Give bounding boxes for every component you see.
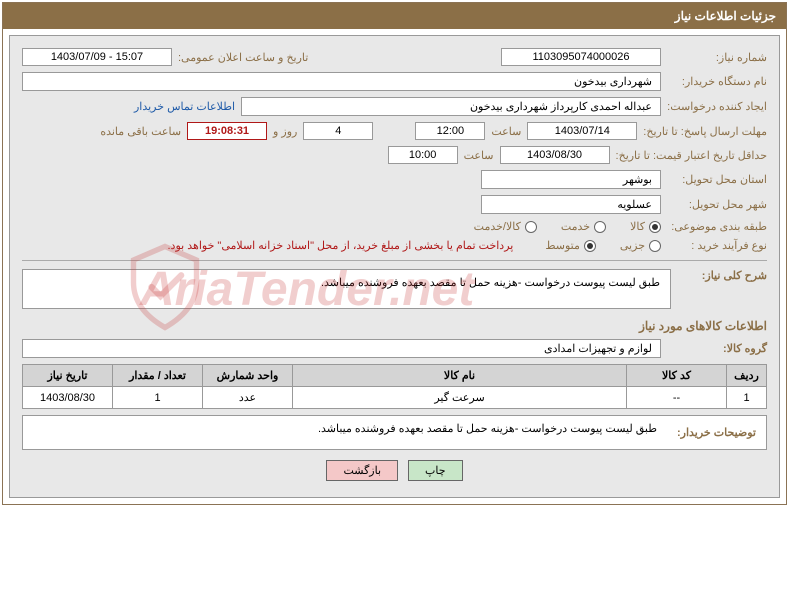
general-desc-box: طبق لیست پیوست درخواست -هزینه حمل تا مقص… [22, 269, 671, 309]
time-label-2: ساعت [464, 149, 494, 162]
buyer-note-label: توضیحات خریدار: [667, 416, 766, 449]
announce-datetime-field: 1403/07/09 - 15:07 [22, 48, 172, 66]
price-validity-date-field: 1403/08/30 [500, 146, 610, 164]
delivery-province-field: بوشهر [481, 170, 661, 189]
table-row: 1 -- سرعت گیر عدد 1 1403/08/30 [23, 387, 767, 409]
buyer-note-content: طبق لیست پیوست درخواست -هزینه حمل تا مقص… [23, 416, 667, 449]
radio-circle-icon [649, 221, 661, 233]
cell-qty: 1 [113, 387, 203, 409]
need-number-field: 1103095074000026 [501, 48, 661, 66]
col-row-num: ردیف [727, 365, 767, 387]
timer-field: 19:08:31 [187, 122, 267, 140]
row-delivery-city: شهر محل تحویل: عسلویه [22, 195, 767, 214]
goods-group-label: گروه کالا: [667, 342, 767, 355]
contact-buyer-link[interactable]: اطلاعات تماس خریدار [134, 100, 235, 113]
row-process-type: نوع فرآیند خرید : جزیی متوسط پرداخت تمام… [22, 239, 767, 252]
goods-info-title: اطلاعات کالاهای مورد نیاز [22, 319, 767, 333]
process-type-label: نوع فرآیند خرید : [667, 239, 767, 252]
category-label: طبقه بندی موضوعی: [667, 220, 767, 233]
radio-goods[interactable]: کالا [630, 220, 661, 233]
delivery-province-label: استان محل تحویل: [667, 173, 767, 186]
content-area: شماره نیاز: 1103095074000026 تاریخ و ساع… [9, 35, 780, 498]
radio-service-label: خدمت [561, 220, 590, 233]
radio-circle-icon [594, 221, 606, 233]
radio-medium[interactable]: متوسط [545, 239, 596, 252]
col-qty: تعداد / مقدار [113, 365, 203, 387]
button-row: چاپ بازگشت [22, 450, 767, 485]
need-number-label: شماره نیاز: [667, 51, 767, 64]
buyer-org-label: نام دستگاه خریدار: [667, 75, 767, 88]
back-button[interactable]: بازگشت [326, 460, 398, 481]
general-desc-label: شرح کلی نیاز: [677, 269, 767, 282]
announce-datetime-label: تاریخ و ساعت اعلان عمومی: [178, 51, 308, 64]
col-unit: واحد شمارش [203, 365, 293, 387]
goods-table: ردیف کد کالا نام کالا واحد شمارش تعداد /… [22, 364, 767, 409]
col-need-date: تاریخ نیاز [23, 365, 113, 387]
buyer-note-row: توضیحات خریدار: طبق لیست پیوست درخواست -… [22, 415, 767, 450]
radio-minor[interactable]: جزیی [620, 239, 661, 252]
delivery-city-label: شهر محل تحویل: [667, 198, 767, 211]
row-buyer-org: نام دستگاه خریدار: شهرداری بیدخون [22, 72, 767, 91]
price-validity-time-field: 10:00 [388, 146, 458, 164]
col-name: نام کالا [293, 365, 627, 387]
main-panel: جزئیات اطلاعات نیاز شماره نیاز: 11030950… [2, 2, 787, 505]
row-goods-group: گروه کالا: لوازم و تجهیزات امدادی [22, 339, 767, 358]
remaining-label: ساعت باقی مانده [100, 125, 181, 138]
requester-label: ایجاد کننده درخواست: [667, 100, 767, 113]
radio-goods-label: کالا [630, 220, 645, 233]
cell-row-num: 1 [727, 387, 767, 409]
response-deadline-label: مهلت ارسال پاسخ: تا تاریخ: [643, 125, 767, 138]
radio-circle-icon [584, 240, 596, 252]
goods-group-field: لوازم و تجهیزات امدادی [22, 339, 661, 358]
process-radio-group: جزیی متوسط [545, 239, 661, 252]
requester-field: عبداله احمدی کارپرداز شهرداری بیدخون [241, 97, 661, 116]
payment-note: پرداخت تمام یا بخشی از مبلغ خرید، از محل… [168, 239, 514, 252]
radio-medium-label: متوسط [545, 239, 580, 252]
radio-circle-icon [525, 221, 537, 233]
row-price-validity: حداقل تاریخ اعتبار قیمت: تا تاریخ: 1403/… [22, 146, 767, 164]
row-delivery-province: استان محل تحویل: بوشهر [22, 170, 767, 189]
days-remaining-field: 4 [303, 122, 373, 140]
row-category: طبقه بندی موضوعی: کالا خدمت کالا/خدمت [22, 220, 767, 233]
row-general-desc: شرح کلی نیاز: طبق لیست پیوست درخواست -هز… [22, 269, 767, 309]
row-response-deadline: مهلت ارسال پاسخ: تا تاریخ: 1403/07/14 سا… [22, 122, 767, 140]
panel-title: جزئیات اطلاعات نیاز [675, 9, 776, 23]
days-word: روز و [273, 125, 297, 138]
col-code: کد کالا [627, 365, 727, 387]
cell-unit: عدد [203, 387, 293, 409]
time-label-1: ساعت [491, 125, 521, 138]
response-time-field: 12:00 [415, 122, 485, 140]
buyer-org-field: شهرداری بیدخون [22, 72, 661, 91]
category-radio-group: کالا خدمت کالا/خدمت [474, 220, 661, 233]
divider [22, 260, 767, 261]
print-button[interactable]: چاپ [408, 460, 463, 481]
cell-code: -- [627, 387, 727, 409]
cell-need-date: 1403/08/30 [23, 387, 113, 409]
panel-header: جزئیات اطلاعات نیاز [3, 3, 786, 29]
price-validity-label: حداقل تاریخ اعتبار قیمت: تا تاریخ: [616, 149, 767, 162]
row-requester: ایجاد کننده درخواست: عبداله احمدی کارپرد… [22, 97, 767, 116]
delivery-city-field: عسلویه [481, 195, 661, 214]
row-need-number: شماره نیاز: 1103095074000026 تاریخ و ساع… [22, 48, 767, 66]
table-header-row: ردیف کد کالا نام کالا واحد شمارش تعداد /… [23, 365, 767, 387]
response-date-field: 1403/07/14 [527, 122, 637, 140]
radio-goods-service-label: کالا/خدمت [474, 220, 521, 233]
radio-minor-label: جزیی [620, 239, 645, 252]
cell-name: سرعت گیر [293, 387, 627, 409]
radio-circle-icon [649, 240, 661, 252]
radio-service[interactable]: خدمت [561, 220, 606, 233]
radio-goods-service[interactable]: کالا/خدمت [474, 220, 537, 233]
